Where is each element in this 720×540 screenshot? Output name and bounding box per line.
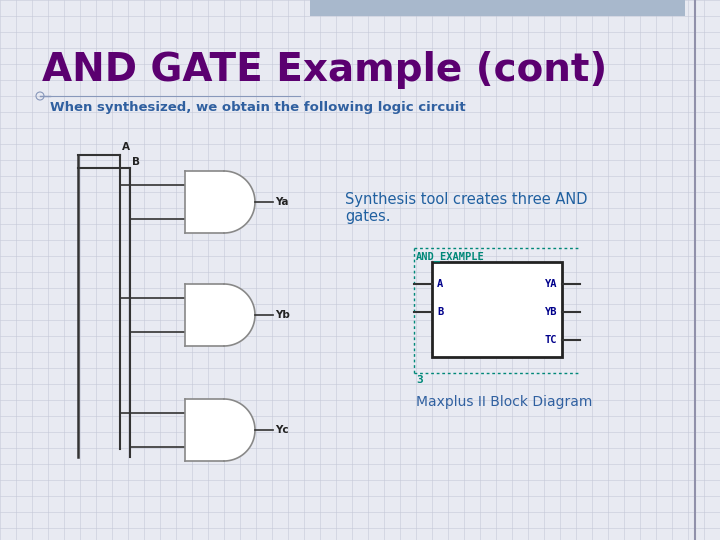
Text: Yb: Yb [275, 310, 290, 320]
Text: B: B [437, 307, 444, 317]
Text: Ya: Ya [275, 197, 289, 207]
Text: Maxplus II Block Diagram: Maxplus II Block Diagram [416, 395, 593, 409]
Text: Yc: Yc [275, 425, 289, 435]
Polygon shape [224, 284, 255, 346]
Text: YB: YB [544, 307, 557, 317]
Bar [432, 262, 562, 357]
Bar [185, 284, 224, 346]
Bar [185, 399, 224, 461]
Bar [185, 171, 224, 233]
Text: AND GATE Example (cont): AND GATE Example (cont) [42, 51, 607, 89]
Polygon shape [224, 399, 255, 461]
Text: 3: 3 [416, 375, 423, 385]
Text: AND_EXAMPLE: AND_EXAMPLE [416, 252, 485, 262]
Text: Synthesis tool creates three AND
gates.: Synthesis tool creates three AND gates. [345, 192, 588, 225]
Text: B: B [132, 157, 140, 167]
Text: A: A [122, 142, 130, 152]
Polygon shape [224, 171, 255, 233]
Text: TC: TC [544, 335, 557, 345]
Text: YA: YA [544, 279, 557, 289]
Bar [310, 0, 685, 16]
Text: When synthesized, we obtain the following logic circuit: When synthesized, we obtain the followin… [50, 102, 466, 114]
Text: A: A [437, 279, 444, 289]
